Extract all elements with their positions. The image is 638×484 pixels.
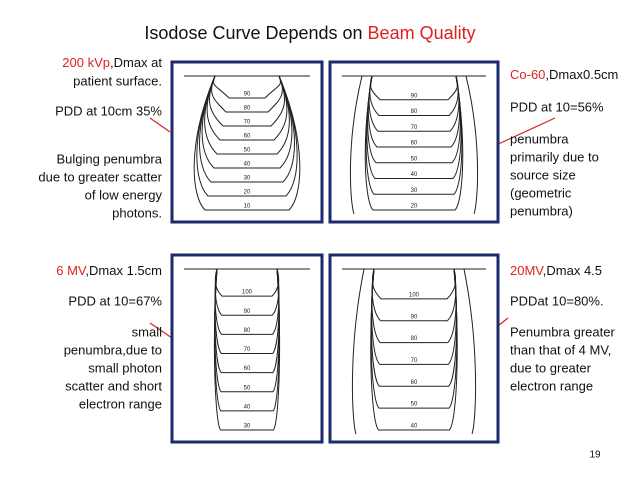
penumbra-curve — [349, 75, 363, 215]
isodose-curve — [206, 75, 288, 141]
heading-text: ,Dmax 4.5 — [543, 263, 602, 278]
curve-label: 20 — [244, 190, 251, 196]
panel-line: than that of 4 MV, — [510, 342, 611, 357]
isodose-curve — [208, 75, 286, 127]
panel-line: Penumbra greater — [510, 324, 615, 339]
diagram-frame — [328, 60, 500, 224]
heading-highlight: 200 kVp — [62, 55, 110, 70]
panel-line: of low energy — [85, 187, 163, 202]
curve-label: 70 — [411, 358, 418, 364]
panel-line: due to greater — [510, 360, 592, 375]
panel-line: primarily due to — [510, 149, 599, 164]
diagram-frame — [170, 60, 324, 224]
heading-text: ,Dmax 1.5cm — [85, 263, 162, 278]
curve-label: 40 — [244, 404, 251, 410]
isodose-curve — [196, 75, 298, 197]
panel-line: small — [132, 324, 162, 339]
curve-label: 40 — [411, 424, 418, 430]
curve-label: 80 — [244, 106, 251, 112]
curve-label: 30 — [244, 176, 251, 182]
panel-line: electron range — [79, 396, 162, 411]
panel-line: penumbra) — [510, 203, 573, 218]
curve-label: 40 — [411, 172, 418, 178]
panel-line: PDDat 10=80%. — [510, 293, 604, 308]
panel-line: penumbra — [510, 131, 569, 146]
curve-label: 100 — [409, 292, 420, 298]
panel-line: PDD at 10=67% — [68, 293, 162, 308]
curve-label: 80 — [411, 336, 418, 342]
heading-text: ,Dmax0.5cm — [545, 67, 618, 82]
panel-line: PDD at 10=56% — [510, 99, 604, 114]
panel-line: PDD at 10cm 35% — [55, 103, 162, 118]
arrow — [149, 117, 171, 133]
curve-label: 60 — [244, 134, 251, 140]
curve-label: 60 — [244, 366, 251, 372]
curve-label: 90 — [244, 309, 251, 315]
panel-line: electron range — [510, 378, 593, 393]
curve-label: 60 — [411, 141, 418, 147]
curve-label: 90 — [244, 92, 251, 98]
curve-label: 60 — [411, 380, 418, 386]
isodose-curve — [213, 75, 281, 99]
panel-line: penumbra,due to — [64, 342, 162, 357]
isodose-curve — [204, 75, 290, 155]
arrow — [149, 322, 173, 339]
isodose-curve — [201, 75, 293, 169]
curve-label: 90 — [411, 314, 418, 320]
title-text: Isodose Curve Depends on — [144, 23, 367, 43]
curve-label: 40 — [244, 162, 251, 168]
panel-line: due to greater scatter — [38, 169, 162, 184]
isodose-curve — [213, 268, 281, 431]
curve-label: 30 — [244, 424, 251, 430]
panel-line: scatter and short — [65, 378, 162, 393]
panel-heading: 6 MV,Dmax 1.5cm — [56, 263, 162, 278]
isodose-curve — [193, 75, 301, 211]
panel-line: photons. — [112, 205, 162, 220]
heading-highlight: 6 MV — [56, 263, 87, 278]
isodose-curve — [364, 75, 464, 211]
penumbra-curve — [465, 75, 479, 215]
curve-label: 20 — [411, 204, 418, 210]
curve-label: 50 — [411, 156, 418, 162]
curve-label: 70 — [244, 347, 251, 353]
diagram-frame — [328, 253, 500, 444]
heading-highlight: 20MV — [510, 263, 544, 278]
panel-line: small photon — [88, 360, 162, 375]
heading-highlight: Co-60 — [510, 67, 545, 82]
panel-heading: Co-60,Dmax0.5cm — [510, 67, 618, 82]
curve-label: 80 — [244, 328, 251, 334]
curve-label: 50 — [244, 148, 251, 154]
curve-label: 70 — [411, 125, 418, 131]
panel-heading: 200 kVp,Dmax at — [62, 55, 162, 70]
curve-label: 70 — [244, 120, 251, 126]
curve-label: 50 — [411, 402, 418, 408]
panel-line: Bulging penumbra — [56, 151, 162, 166]
panel-line: patient surface. — [73, 73, 162, 88]
isodose-curve — [211, 75, 283, 113]
title-highlight: Beam Quality — [368, 23, 476, 43]
panel-line: (geometric — [510, 185, 572, 200]
penumbra-curve — [463, 268, 477, 435]
panel-line: source size — [510, 167, 576, 182]
curve-label: 80 — [411, 109, 418, 115]
isodose-curve — [370, 268, 458, 431]
slide-title: Isodose Curve Depends on Beam Quality — [144, 23, 475, 43]
heading-text: ,Dmax at — [110, 55, 162, 70]
curve-label: 100 — [242, 290, 253, 296]
isodose-curve — [199, 75, 295, 183]
page-number: 19 — [589, 450, 601, 461]
panel-heading: 20MV,Dmax 4.5 — [510, 263, 602, 278]
curve-label: 50 — [244, 385, 251, 391]
curve-label: 30 — [411, 188, 418, 194]
penumbra-curve — [351, 268, 365, 435]
curve-label: 90 — [411, 93, 418, 99]
curve-label: 10 — [244, 204, 251, 210]
